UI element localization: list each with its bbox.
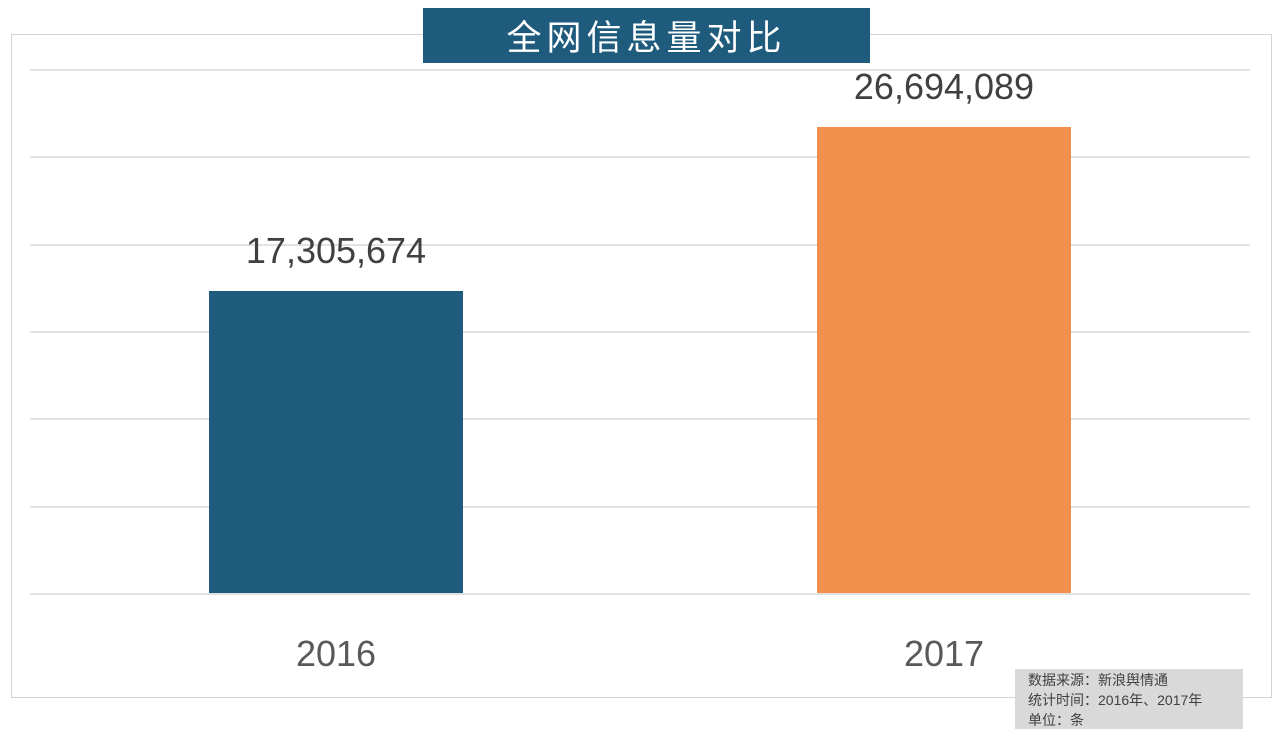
gridline (30, 69, 1250, 71)
gridline (30, 156, 1250, 159)
bar-2016 (209, 290, 463, 593)
gridline (30, 593, 1250, 595)
value-label-2017: 26,694,089 (853, 65, 1035, 107)
gridline (30, 243, 1250, 246)
chart-title: 全网信息量对比 (506, 19, 787, 58)
category-label-2016: 2016 (295, 633, 377, 674)
source-note-line-unit: 单位：条 (1028, 712, 1084, 728)
gridline (30, 505, 1250, 508)
source-note-line-source: 数据来源：新浪舆情通 (1028, 672, 1168, 688)
source-note-box: 数据来源：新浪舆情通 统计时间：2016年、2017年 单位：条 (1015, 669, 1243, 729)
chart-title-banner: 全网信息量对比 (423, 8, 870, 63)
value-label-2016: 17,305,674 (245, 229, 427, 271)
category-label-2017: 2017 (903, 633, 985, 674)
gridline (30, 331, 1250, 333)
source-note-line-period: 统计时间：2016年、2017年 (1028, 692, 1203, 708)
plot-area (11, 34, 1272, 698)
bar-2017 (817, 126, 1071, 593)
gridline (30, 418, 1250, 421)
